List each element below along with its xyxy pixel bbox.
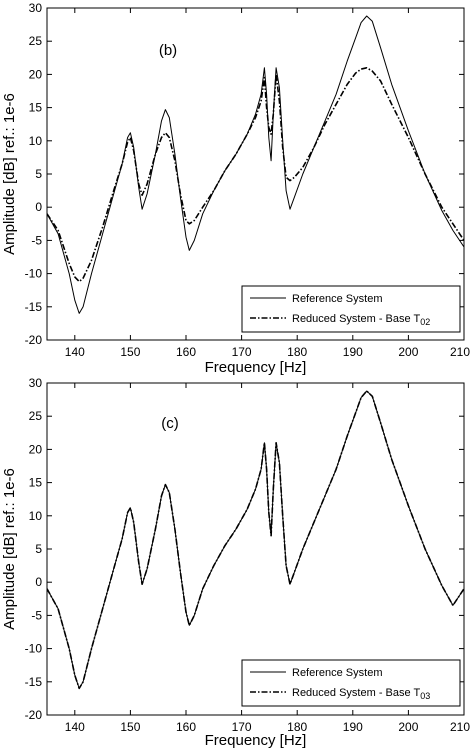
x-tick-label: 150: [120, 720, 140, 734]
x-tick-label: 190: [343, 345, 363, 359]
y-tick-label: 30: [29, 1, 43, 15]
x-axis-label: Frequency [Hz]: [205, 359, 307, 376]
y-tick-label: -10: [25, 267, 43, 281]
x-tick-label: 180: [287, 345, 307, 359]
y-tick-label: 0: [35, 575, 42, 589]
y-tick-label: 5: [35, 167, 42, 181]
y-tick-label: -20: [25, 708, 43, 722]
y-tick-label: -5: [31, 608, 42, 622]
y-tick-label: 5: [35, 542, 42, 556]
chart-panel-1: 140 150 160 170 180 190 200 210 -20 -15 -10 -5 0 5 10 1…: [1, 1, 470, 376]
panel-label: (b): [159, 42, 177, 59]
x-tick-label: 160: [176, 720, 196, 734]
legend-entry: Reference System: [292, 293, 382, 305]
x-tick-label: 170: [232, 345, 252, 359]
y-tick-label: 25: [29, 34, 43, 48]
x-tick-label: 140: [65, 720, 85, 734]
y-tick-label: 25: [29, 409, 43, 423]
y-tick-label: -15: [25, 675, 43, 689]
x-tick-label: 190: [343, 720, 363, 734]
legend: Reference System Reduced System - Base T0…: [241, 659, 461, 707]
x-axis-label: Frequency [Hz]: [205, 732, 307, 749]
y-tick-label: 10: [29, 509, 43, 523]
panel-label: (c): [161, 415, 179, 432]
y-tick-label: -15: [25, 300, 43, 314]
x-tick-label: 200: [398, 720, 418, 734]
y-tick-label: 10: [29, 134, 43, 148]
y-tick-label: 15: [29, 101, 43, 115]
series-line-reduced: [47, 390, 464, 690]
y-tick-label: 20: [29, 67, 43, 81]
legend-entry: Reference System: [292, 667, 382, 679]
x-tick-label: 170: [232, 720, 252, 734]
y-tick-label: 30: [29, 376, 43, 390]
legend: Reference System Reduced System - Base T0…: [241, 285, 461, 333]
x-tick-label: 210: [450, 345, 470, 359]
y-axis-label: Amplitude [dB] ref.: 1e-6: [1, 468, 18, 630]
y-tick-label: 0: [35, 200, 42, 214]
x-tick-label: 150: [120, 345, 140, 359]
x-tick-label: 200: [398, 345, 418, 359]
y-tick-label: 20: [29, 442, 43, 456]
legend-entry: Reduced System - Base T02: [292, 313, 430, 327]
x-tick-label: 140: [65, 345, 85, 359]
legend-box: [241, 659, 461, 707]
y-axis-label: Amplitude [dB] ref.: 1e-6: [1, 93, 18, 255]
x-tick-label: 180: [287, 720, 307, 734]
y-tick-label: -20: [25, 333, 43, 347]
y-tick-label: -5: [31, 233, 42, 247]
x-tick-label: 160: [176, 345, 196, 359]
x-tick-label: 210: [450, 720, 470, 734]
chart-panel-2: 140 150 160 170 180 190 200 210 -20 -15 -10 -5 0 5 10 1…: [1, 376, 470, 749]
legend-box: [241, 285, 461, 333]
y-tick-label: -10: [25, 642, 43, 656]
plot-frame: [46, 7, 465, 341]
y-tick-label: 15: [29, 476, 43, 490]
legend-entry: Reduced System - Base T03: [292, 687, 430, 701]
